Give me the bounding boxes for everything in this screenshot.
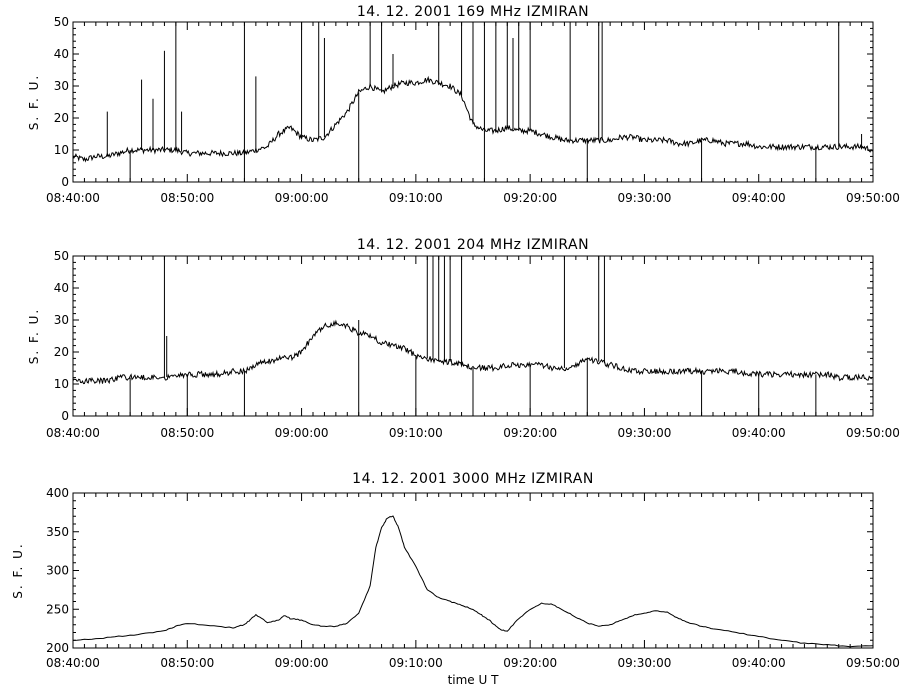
y-tick-label: 40 <box>54 281 69 295</box>
x-tick-label: 09:30:00 <box>617 426 671 440</box>
x-tick-label: 09:50:00 <box>846 191 900 205</box>
y-tick-label: 50 <box>54 15 69 29</box>
x-tick-label: 09:00:00 <box>275 426 329 440</box>
x-tick-label: 09:20:00 <box>503 191 557 205</box>
x-tick-label: 09:50:00 <box>846 656 900 670</box>
y-axis-label: S. F. U. <box>27 74 41 130</box>
x-tick-label: 09:20:00 <box>503 656 557 670</box>
x-tick-label: 09:50:00 <box>846 426 900 440</box>
y-tick-label: 350 <box>46 525 69 539</box>
y-tick-label: 200 <box>46 641 69 655</box>
y-tick-label: 30 <box>54 79 69 93</box>
x-tick-label: 09:20:00 <box>503 426 557 440</box>
chart-title: 14. 12. 2001 169 MHz IZMIRAN <box>357 4 589 20</box>
y-tick-label: 10 <box>54 377 69 391</box>
plot-frame <box>72 492 874 649</box>
x-tick-label: 08:40:00 <box>46 656 100 670</box>
series-line <box>72 319 874 385</box>
chart-title: 14. 12. 2001 3000 MHz IZMIRAN <box>352 471 594 487</box>
y-tick-label: 0 <box>61 409 69 423</box>
chart-panel-3: 14. 12. 2001 3000 MHz IZMIRAN S. F. U. 200… <box>11 471 900 687</box>
y-axis-label: S. F. U. <box>11 542 25 598</box>
chart-panel-2: 14. 12. 2001 204 MHz IZMIRAN S. F. U. 0 10 2… <box>27 237 900 440</box>
x-tick-label: 08:50:00 <box>160 656 214 670</box>
y-tick-label: 400 <box>46 486 69 500</box>
x-axis-label: time U T <box>448 673 500 687</box>
x-tick-label: 09:00:00 <box>275 656 329 670</box>
y-tick-label: 20 <box>54 345 69 359</box>
y-tick-label: 40 <box>54 47 69 61</box>
y-tick-label: 10 <box>54 143 69 157</box>
x-tick-label: 08:50:00 <box>160 191 214 205</box>
x-tick-label: 09:40:00 <box>732 656 786 670</box>
y-tick-label: 250 <box>46 602 69 616</box>
x-tick-label: 09:40:00 <box>732 426 786 440</box>
x-tick-label: 09:10:00 <box>389 426 443 440</box>
y-tick-label: 30 <box>54 313 69 327</box>
y-tick-label: 0 <box>61 175 69 189</box>
y-tick-label: 50 <box>54 249 69 263</box>
series-line <box>72 515 874 648</box>
x-tick-label: 08:40:00 <box>46 426 100 440</box>
x-tick-label: 08:40:00 <box>46 191 100 205</box>
y-tick-label: 300 <box>46 564 69 578</box>
x-tick-label: 09:10:00 <box>389 191 443 205</box>
x-tick-label: 09:30:00 <box>617 191 671 205</box>
x-tick-label: 09:40:00 <box>732 191 786 205</box>
y-axis-label: S. F. U. <box>27 308 41 364</box>
x-tick-label: 08:50:00 <box>160 426 214 440</box>
y-tick-label: 20 <box>54 111 69 125</box>
x-tick-label: 09:00:00 <box>275 191 329 205</box>
chart-title: 14. 12. 2001 204 MHz IZMIRAN <box>357 237 589 253</box>
chart-panel-1: 14. 12. 2001 169 MHz IZMIRAN S. F. U. 0 10 2… <box>27 4 900 205</box>
x-tick-label: 09:30:00 <box>617 656 671 670</box>
x-tick-label: 09:10:00 <box>389 656 443 670</box>
